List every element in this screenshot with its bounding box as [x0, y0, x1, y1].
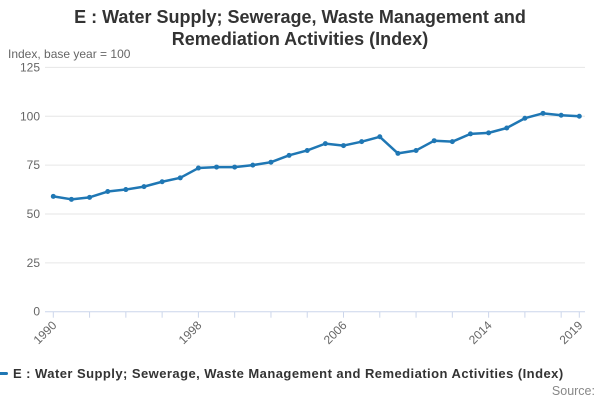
x-axis-tick-label: 1998	[176, 318, 205, 347]
y-axis-tick-label: 125	[20, 60, 40, 74]
series-point-marker[interactable]	[50, 193, 56, 199]
series-point-marker[interactable]	[304, 147, 310, 153]
series-point-marker[interactable]	[359, 139, 365, 145]
series-point-marker[interactable]	[395, 150, 401, 156]
series-point-marker[interactable]	[177, 175, 183, 181]
series-point-marker[interactable]	[214, 164, 220, 170]
series-point-marker[interactable]	[449, 139, 455, 145]
x-axis-tick-labels: 1990 1998 2006 2014 2019	[31, 318, 586, 347]
legend-label: E : Water Supply; Sewerage, Waste Manage…	[13, 366, 564, 381]
series-point-marker[interactable]	[576, 113, 582, 119]
series-point-marker[interactable]	[141, 184, 147, 190]
series-point-marker[interactable]	[123, 187, 129, 193]
series-point-marker[interactable]	[341, 143, 347, 149]
series-point-marker[interactable]	[486, 130, 492, 136]
x-axis-tick-label: 2014	[466, 318, 495, 347]
x-axis-tick-label: 1990	[31, 318, 60, 347]
y-axis-tick-label: 25	[27, 256, 41, 270]
series-point-marker[interactable]	[377, 134, 383, 140]
series-point-marker[interactable]	[250, 162, 256, 168]
line-series-marker-icon	[0, 372, 8, 375]
chart-title: E : Water Supply; Sewerage, Waste Manage…	[0, 6, 600, 50]
x-axis-tick-label: 2019	[557, 318, 586, 347]
data-series[interactable]	[50, 110, 582, 202]
series-point-marker[interactable]	[467, 131, 473, 137]
series-point-marker[interactable]	[322, 141, 328, 147]
source-note: Source:	[551, 384, 595, 398]
series-point-marker[interactable]	[232, 164, 238, 170]
series-point-marker[interactable]	[68, 196, 74, 202]
y-axis-tick-label: 50	[27, 207, 41, 221]
x-axis-tick-label: 2006	[321, 318, 350, 347]
series-point-marker[interactable]	[286, 152, 292, 158]
series-point-marker[interactable]	[431, 138, 437, 144]
horizontal-gridlines	[45, 66, 585, 264]
series-point-marker[interactable]	[504, 125, 510, 131]
y-axis-tick-label: 100	[20, 109, 40, 123]
y-axis-unit-label: Index, base year = 100	[8, 47, 131, 61]
series-point-marker[interactable]	[87, 194, 93, 200]
chart-title-line-1: E : Water Supply; Sewerage, Waste Manage…	[74, 7, 526, 27]
series-point-marker[interactable]	[268, 159, 274, 165]
series-point-marker[interactable]	[195, 165, 201, 171]
series-point-marker[interactable]	[558, 112, 564, 118]
y-axis-tick-label: 0	[33, 305, 40, 319]
series-point-marker[interactable]	[540, 110, 546, 116]
series-point-marker[interactable]	[105, 189, 111, 195]
x-axis	[45, 311, 585, 318]
series-line[interactable]	[52, 112, 581, 201]
series-point-marker[interactable]	[413, 147, 419, 153]
legend[interactable]: E : Water Supply; Sewerage, Waste Manage…	[0, 366, 564, 381]
series-point-marker[interactable]	[522, 115, 528, 121]
chart-plot-area: 0 25 50 75 100 125 1990 1998 2006 2014 2019	[20, 60, 586, 347]
y-axis-tick-labels: 0 25 50 75 100 125	[20, 60, 40, 318]
series-point-marker[interactable]	[159, 179, 165, 185]
chart-title-line-2: Remediation Activities (Index)	[171, 29, 429, 49]
y-axis-tick-label: 75	[27, 158, 41, 172]
